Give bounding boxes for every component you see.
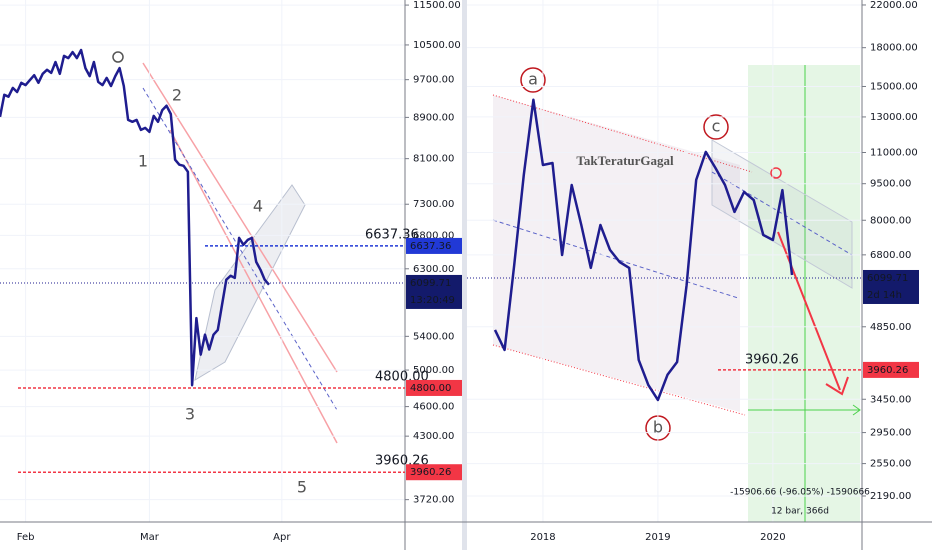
pane-divider bbox=[462, 0, 467, 550]
y-tick-label: 7300.00 bbox=[413, 199, 454, 210]
y-tick-label: 10500.00 bbox=[413, 40, 461, 51]
x-tick-label: 2020 bbox=[760, 532, 785, 543]
level-badge-text: 3960.26 bbox=[410, 467, 451, 478]
y-tick-label: 11500.00 bbox=[413, 0, 461, 11]
y-tick-label: 3450.00 bbox=[870, 394, 911, 405]
annotation: a bbox=[528, 70, 538, 89]
last-price-badge bbox=[863, 269, 919, 304]
y-tick-label: 8100.00 bbox=[413, 154, 454, 165]
y-tick-label: 11000.00 bbox=[870, 147, 918, 158]
annotation: 5 bbox=[297, 478, 307, 497]
annotation: 2 bbox=[172, 86, 182, 105]
x-tick-label: Feb bbox=[17, 532, 35, 543]
y-tick-label: 5400.00 bbox=[413, 331, 454, 342]
x-tick-label: 2018 bbox=[530, 532, 555, 543]
x-tick-label: Mar bbox=[140, 532, 160, 543]
measure-text: 12 bar, 366d bbox=[771, 507, 829, 517]
y-tick-label: 4850.00 bbox=[870, 322, 911, 333]
level-badge-text: 6637.36 bbox=[410, 241, 451, 252]
countdown: 2d 14h bbox=[867, 290, 902, 301]
annotation: c bbox=[712, 117, 721, 136]
annotation: 4 bbox=[253, 197, 263, 216]
y-tick-label: 2190.00 bbox=[870, 491, 911, 502]
level-badge bbox=[406, 237, 462, 254]
y-tick-label: 6800.00 bbox=[413, 230, 454, 241]
level-badge-text: 4800.00 bbox=[410, 383, 451, 394]
annotation: 1 bbox=[138, 152, 148, 171]
level-badge bbox=[863, 361, 919, 378]
y-tick-label: 13000.00 bbox=[870, 112, 918, 123]
y-tick-label: 9500.00 bbox=[870, 179, 911, 190]
y-tick-label: 15000.00 bbox=[870, 81, 918, 92]
x-tick-label: Apr bbox=[273, 532, 291, 543]
last-price-text: 6099.71 bbox=[410, 278, 451, 289]
y-tick-label: 5000.00 bbox=[413, 365, 454, 376]
price-line bbox=[493, 98, 794, 402]
y-tick-label: 8000.00 bbox=[870, 215, 911, 226]
y-tick-label: 4300.00 bbox=[413, 431, 454, 442]
price-line bbox=[0, 48, 270, 387]
y-tick-label: 3720.00 bbox=[413, 495, 454, 506]
y-tick-label: 18000.00 bbox=[870, 43, 918, 54]
annotation: TakTeraturGagal bbox=[576, 153, 674, 168]
measure-text: -15906.66 (-96.05%) -1590666 bbox=[730, 488, 870, 498]
y-tick-label: 2550.00 bbox=[870, 459, 911, 470]
y-tick-label: 9700.00 bbox=[413, 75, 454, 86]
level-text: 6637.36 bbox=[365, 228, 419, 243]
y-tick-label: 6800.00 bbox=[870, 250, 911, 261]
last-price-text: 6099.71 bbox=[867, 273, 908, 284]
level-badge bbox=[406, 464, 462, 481]
y-tick-label: 4600.00 bbox=[413, 402, 454, 413]
level-text: 3960.26 bbox=[745, 353, 799, 368]
annotation: b bbox=[653, 418, 663, 437]
level-badge bbox=[406, 379, 462, 396]
countdown: 13:20:49 bbox=[410, 295, 455, 306]
y-tick-label: 2950.00 bbox=[870, 428, 911, 439]
level-badge-text: 3960.26 bbox=[867, 365, 908, 376]
y-tick-label: 22000.00 bbox=[870, 0, 918, 11]
annotation: 3 bbox=[185, 405, 195, 424]
last-price-badge bbox=[406, 274, 462, 309]
x-tick-label: 2019 bbox=[645, 532, 670, 543]
y-tick-label: 6300.00 bbox=[413, 264, 454, 275]
y-tick-label: 8900.00 bbox=[413, 112, 454, 123]
